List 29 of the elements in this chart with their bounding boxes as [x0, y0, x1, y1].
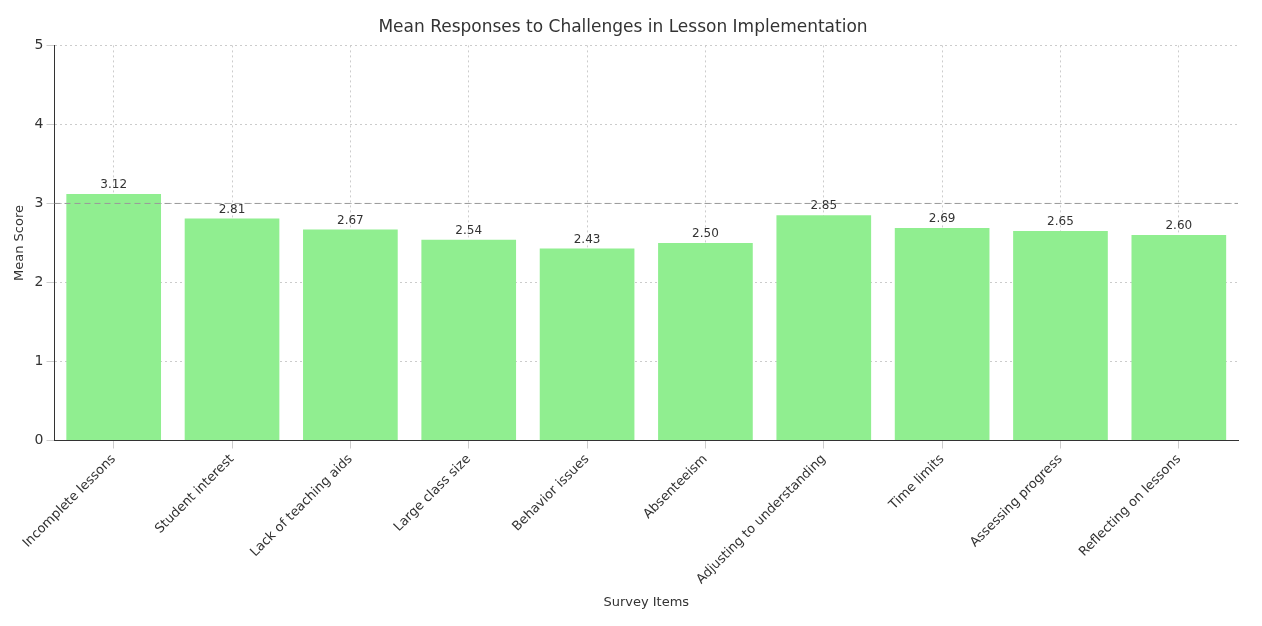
- data-label: 2.50: [692, 226, 719, 241]
- data-label: 2.54: [455, 222, 483, 237]
- bar: [776, 215, 872, 441]
- y-tick-label: 5: [34, 36, 44, 53]
- bar: [1013, 231, 1108, 441]
- data-label: 2.85: [810, 198, 838, 213]
- data-label: 2.65: [1047, 214, 1074, 229]
- chart-title: Mean Responses to Challenges in Lesson Implementation: [378, 15, 868, 36]
- data-label: 2.67: [337, 212, 364, 227]
- bar: [66, 193, 162, 441]
- bar: [303, 229, 398, 441]
- y-axis-title: Mean Score: [11, 204, 27, 281]
- data-label: 2.69: [928, 211, 956, 226]
- x-axis-title: Survey Items: [603, 593, 690, 609]
- bar: [1131, 235, 1227, 441]
- y-tick-label: 0: [34, 431, 44, 448]
- data-label: 2.60: [1165, 218, 1193, 233]
- data-label: 3.12: [100, 177, 128, 192]
- bar: [421, 239, 517, 441]
- data-label: 2.81: [218, 201, 246, 216]
- y-tick-label: 2: [34, 273, 44, 290]
- bar: [539, 248, 635, 441]
- bar: [658, 242, 753, 441]
- y-tick-label: 4: [34, 115, 44, 132]
- bar: [184, 218, 280, 441]
- y-tick-label: 3: [34, 194, 44, 211]
- y-tick-label: 1: [34, 352, 44, 369]
- data-label: 2.43: [573, 231, 601, 246]
- bar: [894, 227, 990, 441]
